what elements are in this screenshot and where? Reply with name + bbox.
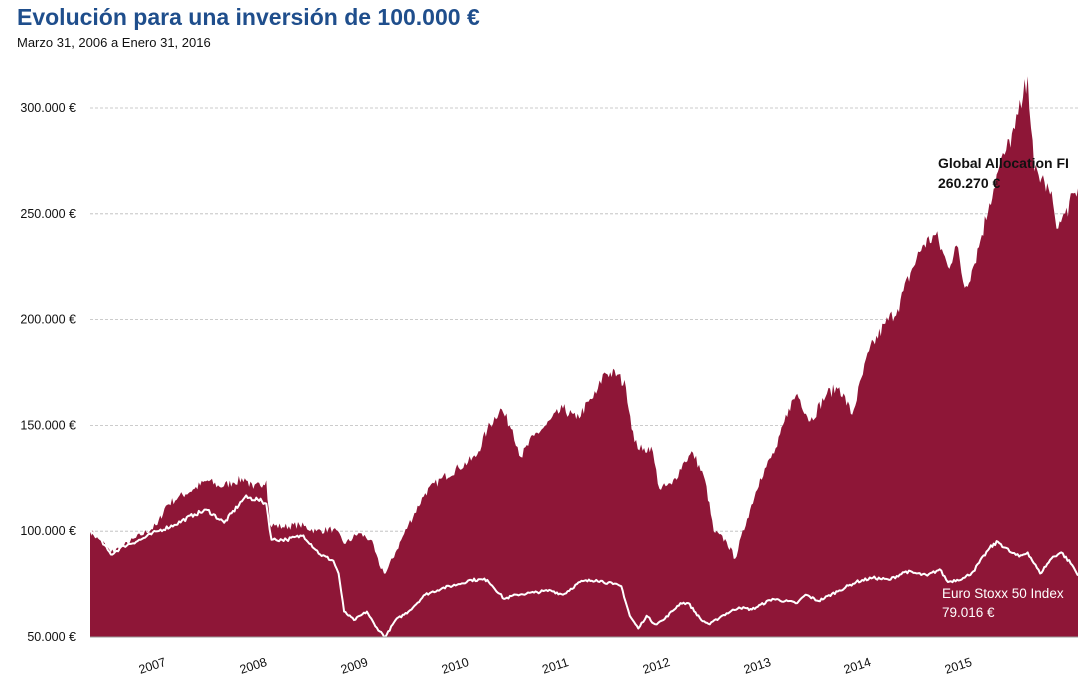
index-line-layer [89,494,1079,638]
x-tick-label: 2009 [339,655,370,677]
chart-title: Evolución para una inversión de 100.000 … [17,4,480,30]
y-tick-label: 150.000 € [20,418,76,432]
x-tick-label: 2011 [540,655,570,677]
index-line-series [89,494,1079,638]
fund-final-value-label: 260.270 € [938,175,1000,191]
y-tick-label: 200.000 € [20,313,76,327]
x-tick-label: 2010 [440,655,471,677]
x-tick-label: 2015 [943,655,974,677]
x-tick-label: 2008 [238,655,269,677]
y-tick-label: 300.000 € [20,101,76,115]
index-final-value-label: 79.016 € [942,605,995,620]
chart-subtitle: Marzo 31, 2006 a Enero 31, 2016 [17,35,211,50]
y-tick-label: 250.000 € [20,207,76,221]
x-tick-label: 2012 [641,655,672,677]
y-tick-label: 100.000 € [20,524,76,538]
x-tick-label: 2007 [137,655,168,677]
fund-area-series [90,76,1078,638]
label-layer: Global Allocation FI 260.270 € Euro Stoxx … [938,155,1069,620]
index-series-label: Euro Stoxx 50 Index [942,586,1064,601]
y-tick-label: 50.000 € [27,630,76,644]
axis-layer: 50.000 € 100.000 € 150.000 € 200.000 € 250.0… [20,101,1078,677]
x-tick-label: 2013 [742,655,773,677]
fund-series-label: Global Allocation FI [938,155,1069,171]
x-tick-label: 2014 [842,655,873,677]
fund-area-layer [90,76,1078,638]
